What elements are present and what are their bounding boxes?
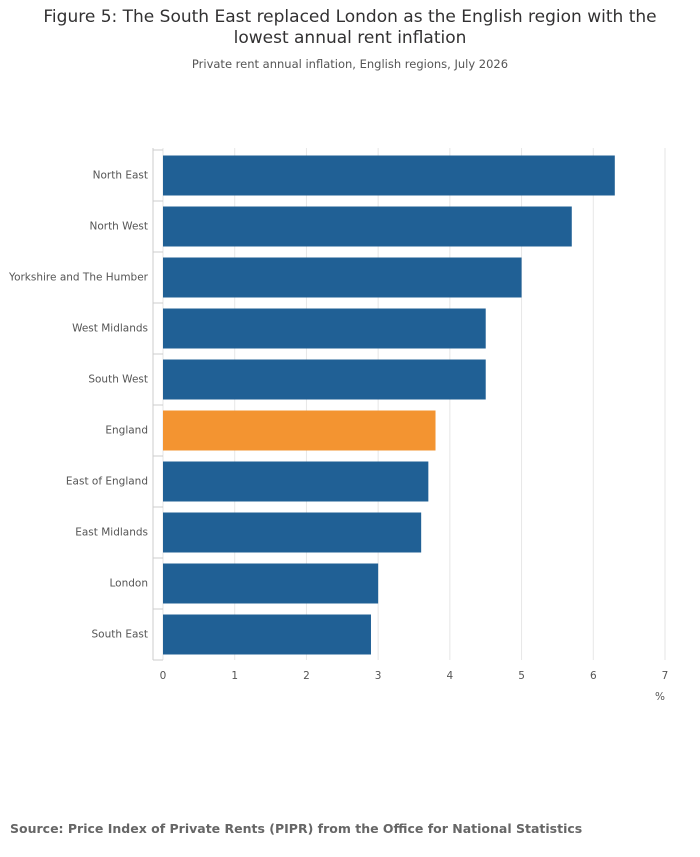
y-tick-label: West Midlands [72,323,148,335]
y-tick-label: North East [93,170,148,182]
chart-title: Figure 5: The South East replaced London… [43,7,657,48]
bar [163,206,572,247]
y-tick-label: Yorkshire and The Humber [8,272,149,284]
x-tick-label: 5 [518,670,525,682]
bar [163,257,522,298]
y-tick-label: South West [88,374,148,386]
x-tick-label: 2 [303,670,310,682]
bar [163,512,422,553]
y-tick-label: East of England [66,476,148,488]
x-tick-label: 6 [590,670,597,682]
y-tick-label: East Midlands [75,527,148,539]
x-tick-label: 4 [447,670,454,682]
bar [163,563,379,604]
x-tick-label: 1 [231,670,238,682]
chart: % 0 1 2 3 4 5 6 7 North East North West Yorkshire … [8,148,669,703]
x-tick-label: 7 [662,670,669,682]
bar [163,461,429,502]
y-tick-label: South East [91,629,148,641]
y-tick-label: North West [89,221,148,233]
bar [163,614,371,655]
y-tick-label: England [105,425,148,437]
x-tick-label: 0 [160,670,167,682]
source-note: Source: Price Index of Private Rents (PI… [10,821,583,836]
chart-subtitle: Private rent annual inflation, English r… [191,57,509,71]
x-tick-label: 3 [375,670,382,682]
bar [163,359,486,400]
y-tick-label: London [110,578,149,590]
bar [163,155,615,196]
bar [163,308,486,349]
bar [163,410,436,451]
x-axis-label: % [655,691,665,703]
